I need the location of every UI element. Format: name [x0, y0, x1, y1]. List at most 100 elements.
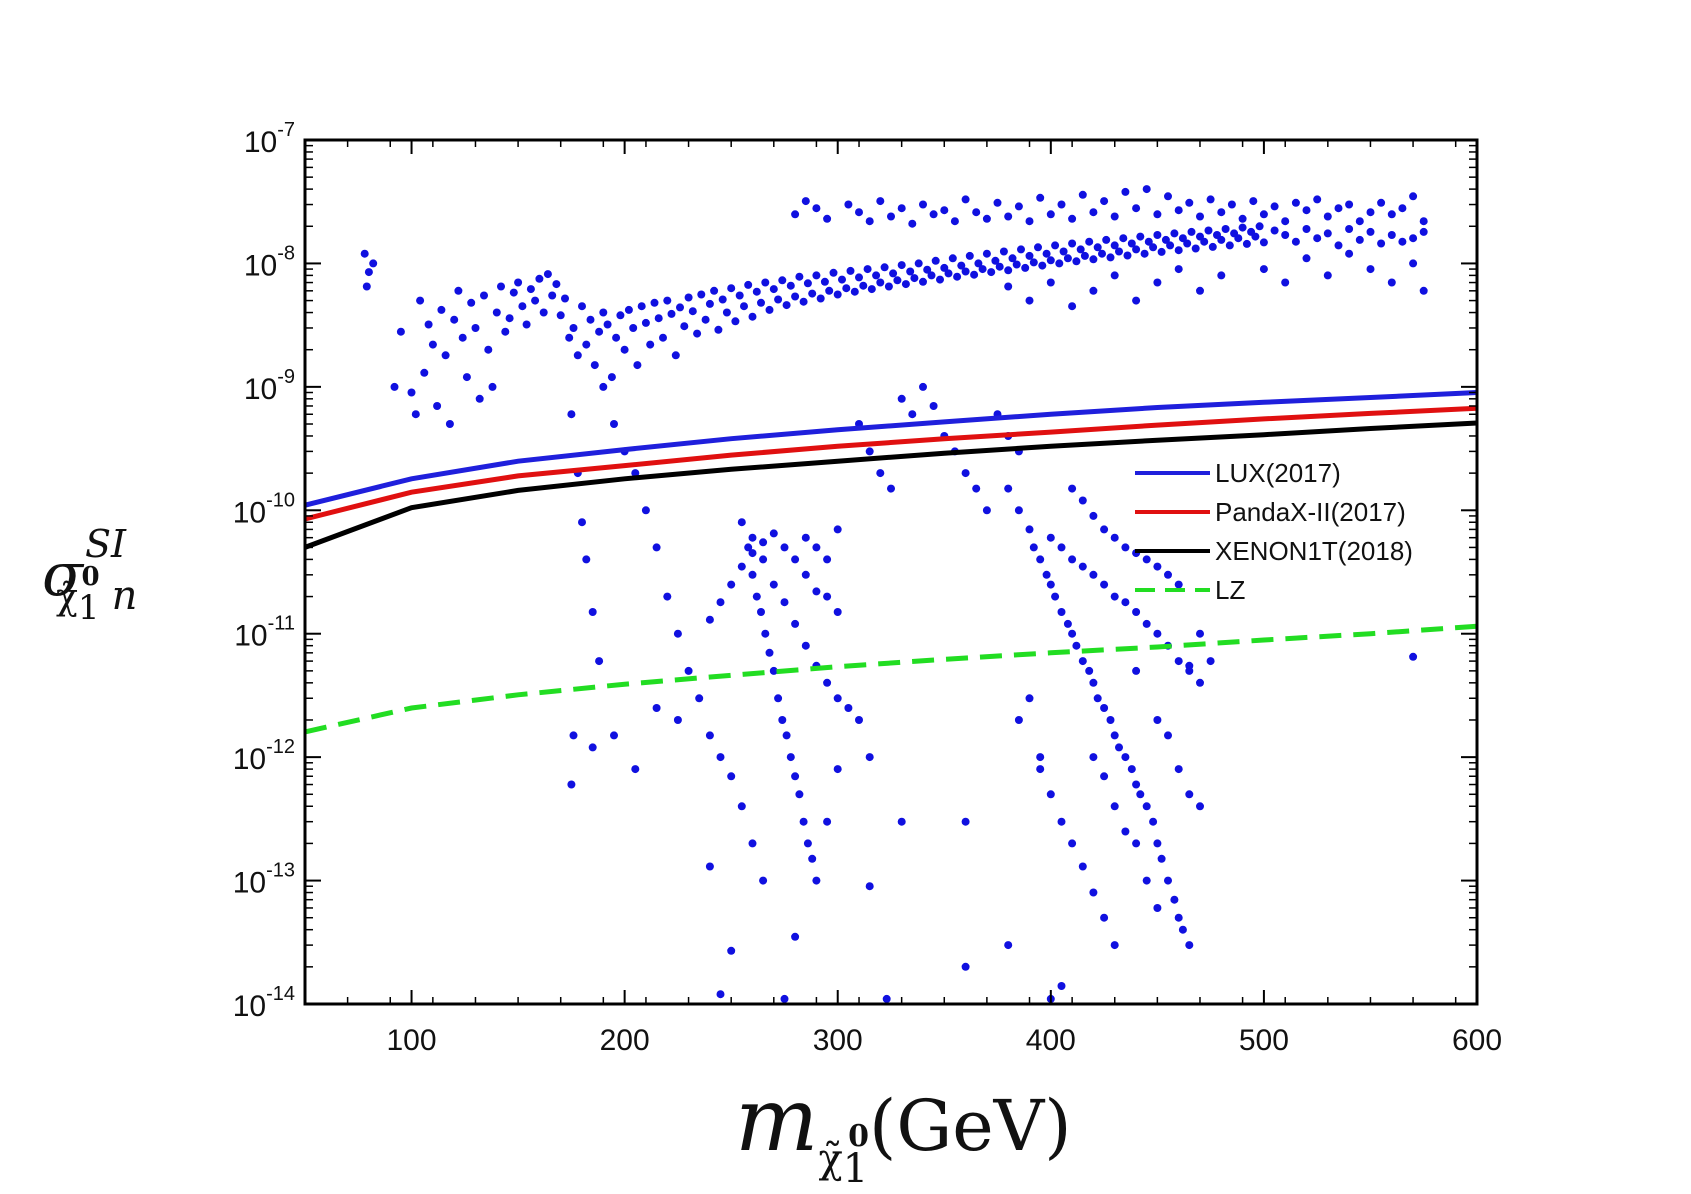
scatter-point: [1217, 235, 1226, 244]
scatter-point: [1072, 641, 1081, 650]
scatter-point: [865, 217, 874, 226]
y-tick-label: 10-7: [244, 119, 295, 159]
scatter-point: [1080, 251, 1089, 260]
scatter-point: [1196, 212, 1204, 221]
scatter-points: [360, 185, 1428, 1003]
scatter-point: [1409, 192, 1418, 201]
scatter-point: [1068, 302, 1077, 311]
scatter-point: [759, 538, 768, 547]
scatter-point: [462, 373, 471, 382]
scatter-point: [663, 296, 672, 305]
scatter-point: [889, 269, 898, 278]
scatter-point: [369, 259, 378, 268]
scatter-point: [727, 284, 736, 293]
y-axis-title: σSI χ̃10 n: [42, 522, 137, 628]
scatter-point: [876, 197, 885, 206]
scatter-point: [543, 270, 552, 279]
scatter-point: [865, 447, 874, 456]
scatter-point: [561, 294, 569, 303]
scatter-point: [791, 932, 800, 941]
scatter-point: [825, 286, 834, 295]
scatter-point: [1409, 234, 1418, 243]
y-tick-label: 10-9: [244, 366, 295, 406]
scatter-point: [1355, 217, 1364, 226]
scatter-point: [1068, 839, 1077, 848]
scatter-point: [1078, 657, 1087, 666]
scatter-point: [859, 281, 868, 290]
scatter-point: [1191, 244, 1200, 253]
scatter-point: [782, 731, 791, 740]
scatter-point: [748, 549, 757, 558]
scatter-point: [1149, 817, 1158, 826]
scatter-point: [1063, 619, 1072, 628]
scatter-point: [556, 311, 565, 320]
scatter-point: [1323, 229, 1332, 238]
scatter-point: [573, 351, 582, 360]
scatter-point: [1057, 200, 1066, 209]
scatter-point: [1313, 195, 1322, 204]
scatter-point: [823, 214, 832, 223]
scatter-point: [1255, 222, 1264, 231]
scatter-point: [629, 324, 638, 332]
scatter-point: [1089, 678, 1098, 687]
scatter-point: [978, 265, 987, 274]
x-axis-title: mχ̃10(GeV): [735, 1068, 1072, 1192]
scatter-point: [1419, 286, 1428, 295]
scatter-point: [1387, 210, 1396, 219]
scatter-point: [1142, 802, 1151, 811]
scatter-point: [974, 259, 983, 268]
scatter-point: [808, 854, 817, 863]
scatter-point: [769, 666, 778, 675]
scatter-point: [1089, 511, 1098, 520]
scatter-point: [842, 284, 851, 293]
scatter-point: [411, 410, 420, 419]
scatter-point: [812, 876, 821, 885]
y-tick-label: 10-12: [233, 736, 295, 776]
scatter-point: [808, 289, 817, 298]
scatter-point: [1157, 247, 1166, 256]
scatter-point: [471, 324, 480, 332]
scatter-point: [1121, 827, 1130, 836]
scatter-point: [823, 678, 832, 687]
scatter-point: [1178, 234, 1187, 243]
scatter-point: [396, 327, 405, 336]
scatter-point: [1036, 193, 1045, 202]
scatter-point: [765, 305, 774, 314]
scatter-point: [497, 282, 505, 291]
scatter-point: [769, 529, 778, 538]
scatter-point: [1078, 562, 1087, 571]
scatter-point: [684, 293, 693, 302]
scatter-point: [820, 277, 829, 286]
scatter-point: [1127, 765, 1136, 774]
legend-label: XENON1T(2018): [1215, 536, 1413, 566]
scatter-point: [1132, 666, 1141, 675]
scatter-point: [588, 608, 597, 616]
scatter-point: [1029, 258, 1038, 267]
scatter-point: [599, 308, 608, 317]
scatter-point: [565, 333, 574, 342]
scatter-point: [887, 212, 895, 221]
scatter-point: [652, 704, 661, 712]
scatter-point: [1291, 198, 1300, 207]
scatter-point: [671, 351, 680, 360]
scatter-point: [1110, 271, 1119, 280]
scatter-point: [1012, 260, 1021, 269]
scatter-point: [748, 839, 757, 848]
scatter-point: [908, 219, 917, 228]
scatter-point: [1142, 876, 1151, 885]
scatter-point: [588, 743, 597, 752]
scatter-point: [650, 298, 659, 307]
scatter-point: [714, 325, 723, 334]
scatter-point: [1121, 598, 1130, 607]
scatter-point: [908, 410, 917, 419]
scatter-point: [812, 543, 821, 552]
scatter-point: [1164, 192, 1172, 201]
scatter-point: [812, 271, 821, 280]
scatter-point: [1323, 212, 1332, 221]
scatter-point: [833, 290, 842, 299]
scatter-point: [893, 276, 902, 285]
scatter-point: [484, 345, 493, 354]
scatter-point: [838, 275, 846, 284]
scatter-point: [1132, 780, 1141, 789]
scatter-point: [1419, 227, 1428, 236]
